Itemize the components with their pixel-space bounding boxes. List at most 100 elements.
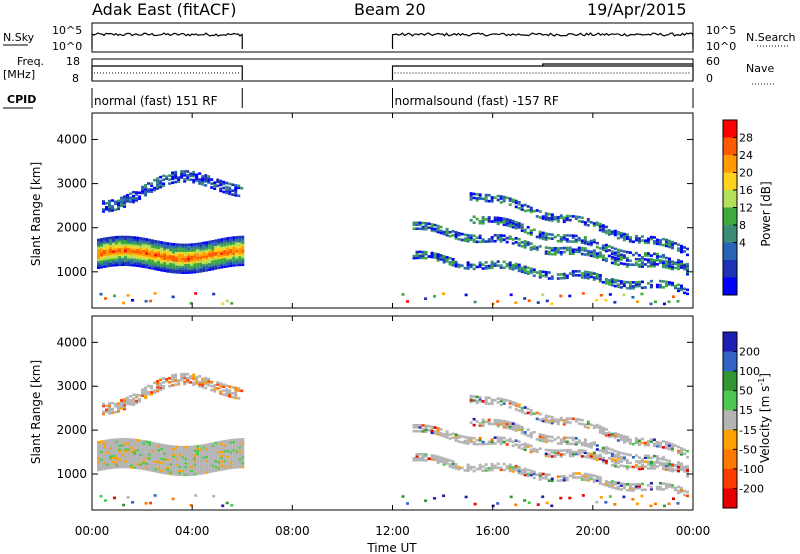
power-cell — [481, 197, 485, 201]
velocity-cell — [202, 465, 206, 469]
velocity-cell — [157, 442, 161, 446]
velocity-cell — [163, 469, 167, 473]
velocity-cell — [136, 462, 140, 466]
power-cell — [192, 178, 196, 182]
velocity-cell — [139, 445, 143, 448]
power-cell — [130, 241, 134, 245]
velocity-cell — [118, 444, 122, 447]
power-cell — [162, 174, 166, 178]
power-cell — [541, 237, 545, 241]
velocity-cell — [622, 458, 626, 462]
velocity-cell — [622, 495, 626, 499]
power-cell — [124, 235, 128, 239]
velocity-cell — [160, 457, 164, 460]
power-cell — [169, 270, 173, 274]
velocity-cell — [472, 395, 476, 398]
velocity-cell — [505, 443, 509, 446]
velocity-cell — [604, 434, 608, 437]
velocity-cell — [658, 457, 662, 461]
velocity-cell — [547, 421, 551, 424]
velocity-cell — [132, 393, 136, 397]
velocity-cell — [649, 504, 653, 508]
velocity-cell — [241, 463, 245, 467]
velocity-cell — [502, 436, 506, 440]
velocity-cell — [103, 443, 107, 447]
velocity-cell — [115, 440, 119, 443]
velocity-cell — [220, 442, 224, 446]
velocity-cell — [607, 483, 611, 486]
power-cell — [613, 278, 617, 282]
power-cell — [655, 283, 659, 287]
power-cell — [499, 218, 503, 222]
velocity-cell — [172, 463, 176, 466]
velocity-cell — [238, 457, 242, 461]
velocity-cell — [580, 443, 584, 447]
velocity-cell — [181, 461, 185, 465]
power-cell — [142, 237, 146, 241]
velocity-colorbar-label: 200 — [739, 346, 760, 359]
power-cell — [547, 218, 551, 222]
freq-label: Freq. — [17, 55, 44, 68]
power-cell — [610, 252, 614, 255]
velocity-cell — [568, 436, 572, 440]
velocity-cell — [523, 469, 527, 473]
power-cell — [219, 179, 223, 183]
velocity-cell — [145, 456, 149, 459]
power-cell — [517, 265, 521, 269]
velocity-cell — [220, 452, 224, 455]
power-cell — [238, 241, 242, 245]
velocity-cell — [592, 426, 596, 430]
velocity-cell — [193, 467, 197, 470]
power-cell — [190, 257, 194, 260]
power-cell — [580, 220, 584, 224]
velocity-cell — [232, 466, 236, 469]
power-cell — [601, 230, 605, 233]
velocity-cell — [157, 456, 161, 460]
velocity-cell — [670, 483, 674, 487]
velocity-cell — [445, 462, 449, 465]
power-cell — [160, 247, 164, 250]
velocity-cell — [106, 465, 110, 468]
power-cell — [517, 267, 521, 271]
velocity-cell — [583, 451, 587, 455]
velocity-cell — [640, 488, 644, 492]
power-cell — [646, 282, 650, 285]
power-cell — [214, 253, 218, 256]
search-ytick-high: 10^5 — [706, 24, 736, 37]
power-cell — [661, 237, 665, 241]
power-cell — [604, 280, 608, 283]
power-cell — [198, 182, 202, 185]
power-cell — [532, 274, 536, 277]
power-cell — [508, 197, 512, 201]
velocity-cell — [547, 439, 551, 442]
velocity-cell — [451, 464, 455, 467]
velocity-cell — [142, 445, 146, 449]
power-cell — [204, 174, 208, 177]
power-cell — [625, 235, 629, 239]
power-cell — [421, 225, 425, 229]
power-cell — [157, 248, 161, 252]
power-cell — [556, 220, 560, 223]
power-cell — [595, 275, 599, 278]
velocity-cell — [178, 471, 182, 475]
power-cell — [184, 257, 188, 261]
velocity-cell — [241, 445, 245, 449]
velocity-cell — [157, 444, 161, 448]
power-cell — [511, 267, 515, 271]
velocity-cell — [163, 451, 167, 455]
velocity-cell — [487, 466, 491, 470]
power-cell — [148, 266, 152, 270]
power-cell — [505, 240, 509, 244]
power-cell — [502, 195, 506, 199]
cpid-label: CPID — [7, 93, 36, 106]
power-cell — [466, 235, 470, 239]
velocity-cell — [664, 442, 668, 446]
power-cell — [469, 198, 473, 201]
velocity-cell — [424, 430, 428, 433]
power-cell — [502, 199, 506, 203]
velocity-cell — [120, 403, 124, 406]
velocity-cell — [196, 468, 200, 472]
power-cell — [160, 249, 164, 252]
velocity-cell — [634, 483, 638, 486]
power-cell — [529, 271, 533, 275]
